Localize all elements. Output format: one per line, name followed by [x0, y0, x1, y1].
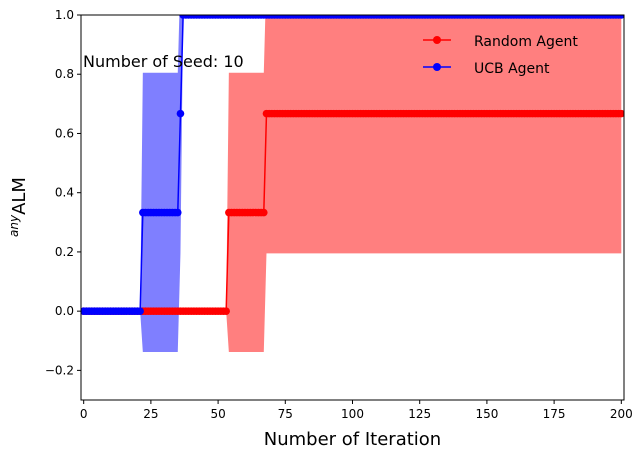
y-axis-title-main: ALM [9, 177, 30, 215]
x-tick-label: 25 [143, 407, 158, 421]
point-ucb [617, 15, 624, 19]
y-tick-label: 0.8 [55, 67, 74, 81]
y-axis-title-superscript: any [7, 214, 21, 237]
y-axis-ticks: −0.2 0.0 0.2 0.4 0.6 0.8 1.0 [45, 8, 81, 377]
x-tick-label: 125 [408, 407, 431, 421]
series-points [81, 15, 624, 315]
legend-marker-ucb [433, 63, 441, 71]
legend-label-random: Random Agent [474, 34, 578, 50]
x-axis-title: Number of Iteration [264, 429, 441, 450]
y-tick-label: −0.2 [45, 363, 74, 377]
x-tick-label: 50 [210, 407, 225, 421]
x-tick-label: 0 [80, 407, 88, 421]
point-random [259, 208, 268, 217]
legend: Random Agent UCB Agent [423, 34, 578, 77]
x-tick-label: 150 [475, 407, 498, 421]
x-tick-label: 75 [278, 407, 293, 421]
y-tick-label: 0.0 [55, 304, 74, 318]
legend-label-ucb: UCB Agent [474, 61, 550, 77]
y-tick-label: 0.6 [55, 126, 74, 140]
x-tick-label: 175 [543, 407, 566, 421]
x-tick-label: 100 [341, 407, 364, 421]
y-tick-label: 0.2 [55, 245, 74, 259]
seed-annotation: Number of Seed: 10 [83, 52, 244, 71]
point-random [222, 307, 230, 315]
x-axis-ticks: 0 25 50 75 100 125 150 175 200 [80, 400, 633, 421]
y-tick-label: 0.4 [55, 186, 74, 200]
point-random [617, 109, 624, 118]
y-tick-label: 1.0 [55, 8, 74, 22]
point-ucb [136, 307, 144, 315]
point-ucb [173, 208, 182, 217]
point-ucb [176, 109, 185, 118]
x-tick-label: 200 [610, 407, 633, 421]
legend-marker-random [433, 36, 441, 44]
confidence-bands [83, 15, 622, 353]
y-axis-title: anyALM [7, 177, 30, 237]
band-random [83, 15, 622, 353]
